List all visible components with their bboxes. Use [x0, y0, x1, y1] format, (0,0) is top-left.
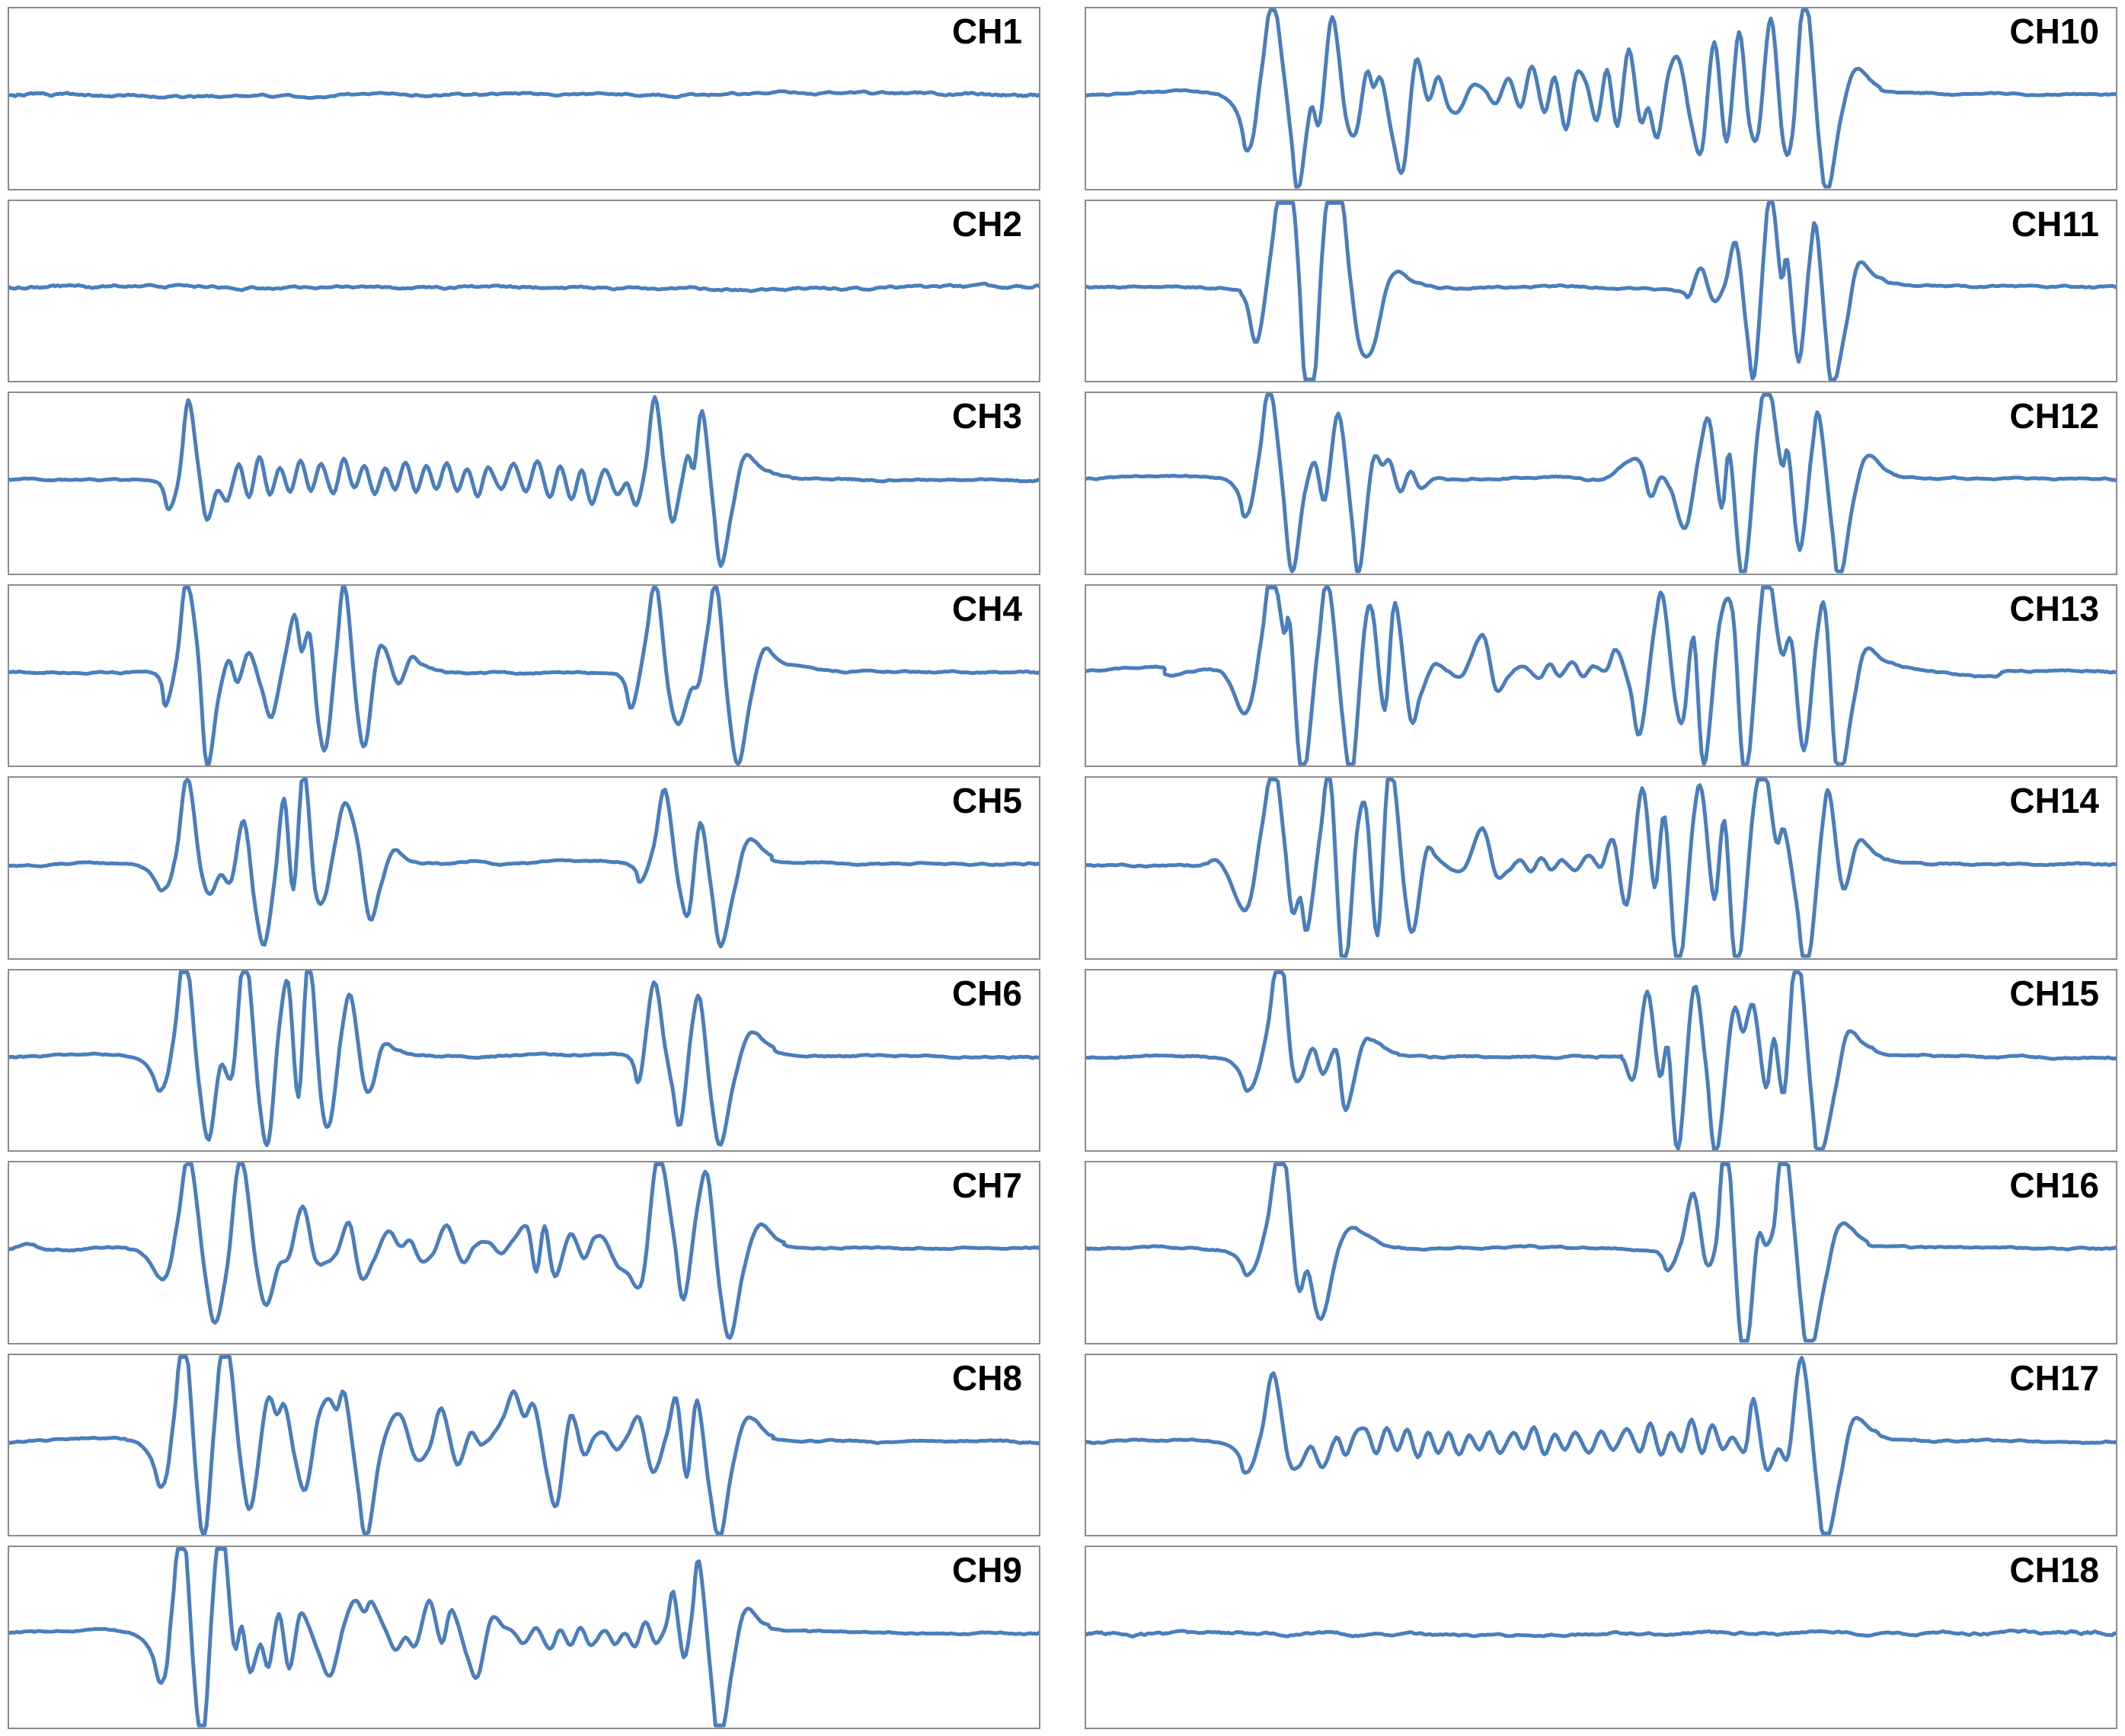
- channel-label: CH12: [2009, 396, 2099, 436]
- waveform-plot: [1086, 778, 2116, 958]
- waveform-trace: [9, 585, 1039, 766]
- channel-panel: CH18: [1085, 1546, 2117, 1729]
- waveform-plot: [1086, 585, 2116, 766]
- channel-panel: CH11: [1085, 199, 2117, 383]
- channel-panel: CH15: [1085, 968, 2117, 1153]
- channel-panel: CH10: [1085, 7, 2117, 190]
- waveform-plot: [9, 1354, 1039, 1536]
- waveform-trace: [9, 281, 1039, 293]
- waveform-trace: [9, 778, 1039, 949]
- channel-label: CH1: [951, 11, 1022, 51]
- waveform-plot: [9, 281, 1039, 293]
- waveform-plot: [9, 1547, 1039, 1728]
- waveform-plot: [1086, 1162, 2116, 1343]
- waveform-trace: [9, 395, 1039, 568]
- waveform-trace: [1086, 1355, 2116, 1536]
- waveform-trace: [9, 1354, 1039, 1536]
- channel-label: CH9: [951, 1550, 1022, 1591]
- channel-label: CH11: [2011, 203, 2099, 244]
- waveform-plot: [9, 585, 1039, 766]
- channel-panel: CH2: [8, 199, 1040, 383]
- channel-label: CH3: [951, 396, 1022, 436]
- waveform-trace: [1086, 200, 2116, 382]
- channel-label: CH15: [2009, 973, 2099, 1013]
- channel-panel: CH7: [8, 1161, 1040, 1344]
- waveform-plot: [9, 970, 1039, 1147]
- waveform-trace: [9, 1162, 1039, 1341]
- channel-panel: CH5: [8, 776, 1040, 960]
- channel-label: CH10: [2009, 11, 2099, 51]
- waveform-trace: [1086, 393, 2116, 574]
- channel-panel: CH16: [1085, 1161, 2117, 1344]
- channel-label: CH4: [951, 588, 1022, 628]
- channel-label: CH13: [2009, 588, 2099, 628]
- channel-label: CH5: [951, 781, 1022, 821]
- channel-panel: CH14: [1085, 776, 2117, 960]
- channel-label: CH8: [951, 1357, 1022, 1398]
- waveform-plot: [1086, 200, 2116, 382]
- channel-label: CH17: [2009, 1357, 2099, 1398]
- waveform-plot: [9, 1162, 1039, 1341]
- waveform-plot: [9, 89, 1039, 100]
- channel-panel: CH3: [8, 392, 1040, 575]
- waveform-plot: [9, 395, 1039, 568]
- channel-label: CH14: [2009, 781, 2099, 821]
- waveform-plot: [1086, 1355, 2116, 1536]
- waveform-trace: [9, 89, 1039, 100]
- waveform-trace: [1086, 778, 2116, 958]
- channel-label: CH16: [2009, 1165, 2099, 1206]
- waveform-plot: [1086, 393, 2116, 574]
- waveform-plot: [1086, 970, 2116, 1151]
- channel-panel: CH1: [8, 7, 1040, 190]
- waveform-trace: [1086, 585, 2116, 766]
- waveform-trace: [9, 1547, 1039, 1728]
- waveform-trace: [1086, 1629, 2116, 1639]
- channel-label: CH7: [951, 1165, 1022, 1206]
- channel-label: CH18: [2009, 1550, 2099, 1591]
- channel-panel: CH8: [8, 1353, 1040, 1537]
- waveform-trace: [1086, 970, 2116, 1151]
- waveform-plot: [1086, 8, 2116, 189]
- channel-label: CH6: [951, 973, 1022, 1013]
- channel-panel: CH13: [1085, 583, 2117, 768]
- channel-panel: CH12: [1085, 392, 2117, 575]
- channel-panel: CH9: [8, 1546, 1040, 1729]
- channel-panel: CH4: [8, 583, 1040, 768]
- waveform-trace: [1086, 1162, 2116, 1343]
- channel-panel: CH6: [8, 968, 1040, 1153]
- channel-label: CH2: [951, 203, 1022, 244]
- waveform-plot: [1086, 1629, 2116, 1639]
- waveform-trace: [9, 970, 1039, 1147]
- waveform-plot: [9, 778, 1039, 949]
- channel-panel: CH17: [1085, 1353, 2117, 1537]
- waveform-trace: [1086, 8, 2116, 189]
